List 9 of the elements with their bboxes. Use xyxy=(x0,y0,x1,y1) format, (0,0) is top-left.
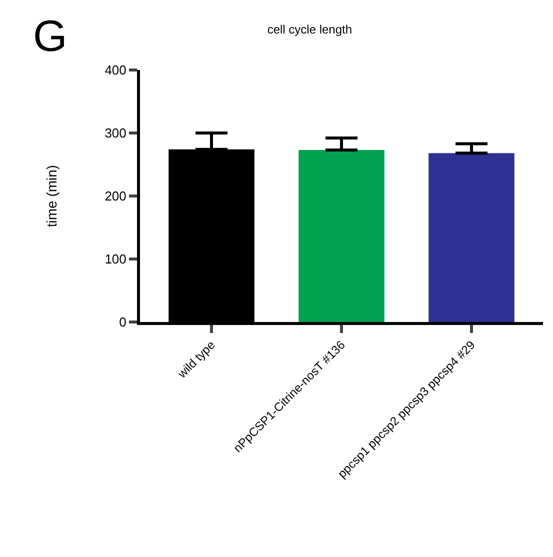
text: G xyxy=(33,12,68,61)
y-tick-label: 200 xyxy=(104,188,126,204)
x-tick-label: wild type xyxy=(174,338,218,382)
y-tick-label: 0 xyxy=(119,314,126,330)
y-axis-title: time (min) xyxy=(43,164,60,228)
y-tick-label: 100 xyxy=(104,252,126,267)
y-tick-label: 400 xyxy=(104,62,126,78)
chart-title: cell cycle length xyxy=(267,22,352,36)
y-tick-label: 300 xyxy=(104,126,126,141)
